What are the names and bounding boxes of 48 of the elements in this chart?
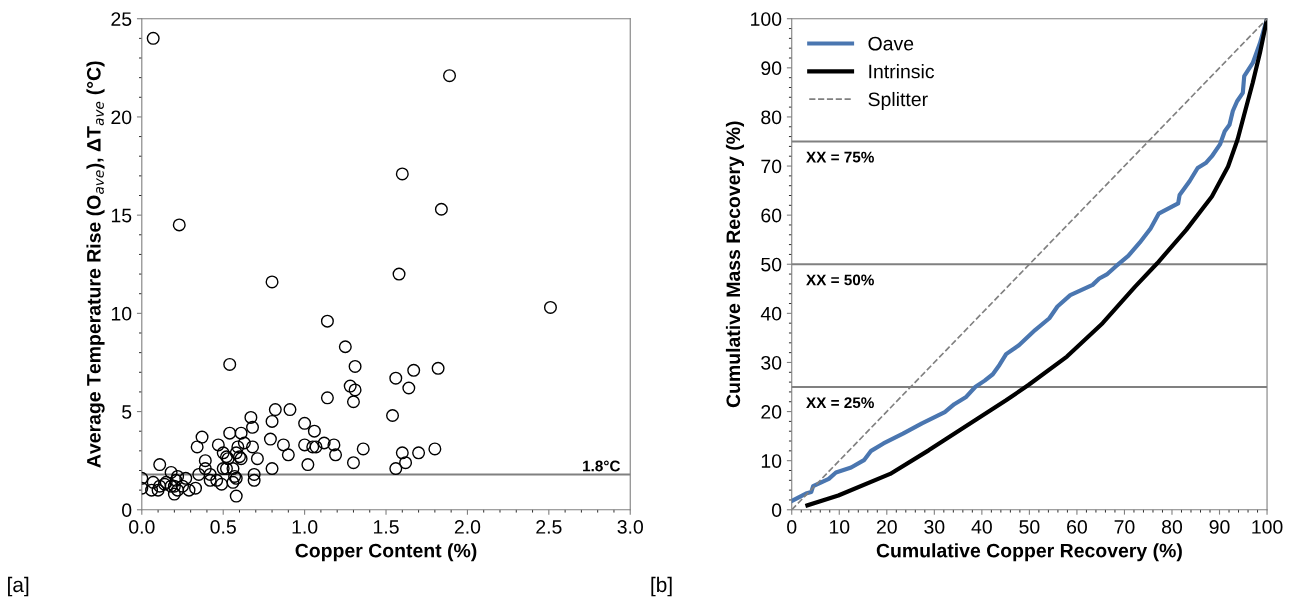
- legend-label: Splitter: [868, 91, 928, 111]
- x-tick-label: 30: [924, 520, 945, 534]
- x-tick-label: 10: [829, 520, 850, 534]
- ref-line-label: XX = 25%: [806, 397, 874, 409]
- y-axis-title: Average Temperature Rise (O$_{ave}$), ΔT$_{ave}$ (°C): [86, 61, 105, 468]
- x-tick-label: 2.5: [536, 520, 562, 534]
- x-tick-label: 2.0: [454, 520, 481, 534]
- x-axis-title: Cumulative Copper Recovery (%): [876, 543, 1182, 562]
- legend-label: Intrinsic: [869, 64, 935, 79]
- y-tick-label: 30: [761, 355, 782, 370]
- y-tick-label: 40: [760, 306, 782, 321]
- y-tick-label: 80: [761, 110, 782, 125]
- y-tick-label: 5: [122, 405, 132, 419]
- x-tick-label: 20: [876, 520, 897, 534]
- x-tick-label: 100: [1252, 520, 1283, 534]
- y-tick-label: 20: [761, 405, 782, 419]
- x-tick-label: 50: [1019, 520, 1040, 534]
- y-tick-label: 0: [771, 503, 782, 518]
- y-tick-label: 70: [761, 159, 782, 174]
- text: [a]: [8, 576, 29, 597]
- x-tick-label: 0.0: [129, 520, 155, 534]
- x-tick-label: 40: [971, 520, 992, 534]
- x-tick-label: 70: [1114, 520, 1135, 534]
- x-tick-label: 60: [1067, 520, 1087, 534]
- x-tick-label: 1.0: [292, 520, 318, 534]
- y-tick-label: 15: [111, 208, 132, 223]
- y-tick-label: 0: [122, 503, 132, 518]
- x-tick-label: 0.5: [210, 520, 236, 534]
- y-tick-label: 90: [761, 61, 782, 76]
- legend-label: Oave: [868, 36, 914, 51]
- y-tick-label: 10: [761, 454, 782, 468]
- x-tick-label: 90: [1209, 520, 1230, 534]
- y-tick-label: 50: [761, 257, 782, 272]
- y-axis-title: Cumulative Mass Recovery (%): [725, 121, 745, 408]
- x-tick-label: 80: [1162, 520, 1183, 534]
- ref-line-label: XX = 50%: [806, 274, 874, 286]
- y-tick-label: 20: [111, 110, 132, 125]
- x-tick-label: 0: [787, 520, 797, 534]
- ref-line-label: 1.8°C: [583, 460, 621, 472]
- y-tick-label: 60: [761, 208, 782, 223]
- y-tick-label: 10: [111, 306, 132, 321]
- y-tick-label: 25: [111, 12, 132, 26]
- ref-line-label: XX = 75%: [806, 151, 874, 163]
- y-tick-label: 100: [751, 12, 782, 26]
- text: [b]: [651, 576, 672, 597]
- x-tick-label: 3.0: [617, 520, 643, 534]
- x-tick-label: 1.5: [373, 520, 399, 534]
- x-axis-title: Copper Content (%): [295, 543, 477, 562]
